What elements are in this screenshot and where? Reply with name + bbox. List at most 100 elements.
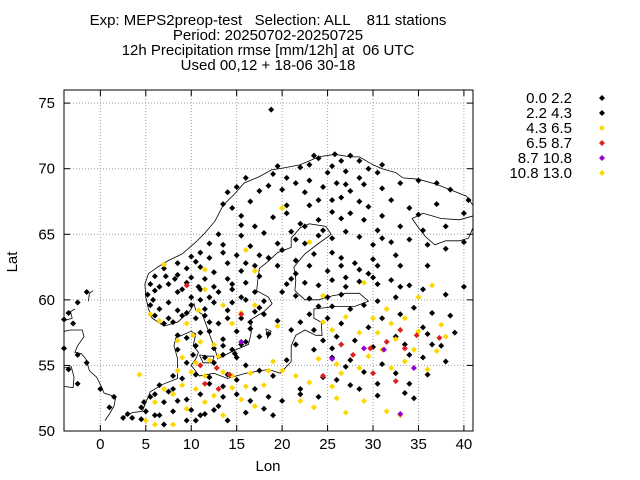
station-marker-2: [210, 392, 217, 399]
station-marker-3: [350, 351, 357, 358]
legend-marker: [599, 170, 605, 176]
station-marker-0: [279, 186, 286, 193]
station-marker-0: [306, 311, 313, 318]
y-tick-label: 70: [38, 161, 55, 178]
station-marker-1: [233, 354, 240, 361]
station-marker-0: [370, 256, 377, 263]
station-marker-0: [329, 208, 336, 215]
station-marker-0: [138, 416, 145, 423]
station-marker-0: [224, 275, 231, 282]
station-marker-1: [179, 286, 186, 293]
station-marker-2: [401, 315, 408, 322]
station-marker-0: [156, 382, 163, 389]
station-marker-4: [329, 355, 336, 362]
station-marker-1: [374, 380, 381, 387]
station-marker-1: [365, 270, 372, 277]
station-marker-0: [147, 393, 154, 400]
station-marker-1: [165, 315, 172, 322]
station-marker-4: [397, 410, 404, 417]
legend-marker: [599, 95, 605, 101]
station-marker-3: [413, 332, 420, 339]
station-marker-0: [329, 197, 336, 204]
station-marker-2: [356, 365, 363, 372]
station-marker-0: [374, 262, 381, 269]
station-marker-3: [215, 386, 222, 393]
station-marker-0: [374, 169, 381, 176]
x-tick-label: 40: [456, 436, 473, 453]
station-marker-0: [315, 232, 322, 239]
station-marker-1: [238, 232, 245, 239]
station-marker-2: [136, 371, 143, 378]
station-marker-0: [210, 269, 217, 276]
station-marker-2: [220, 302, 227, 309]
station-marker-0: [388, 239, 395, 246]
station-marker-2: [260, 382, 267, 389]
station-marker-1: [256, 333, 263, 340]
station-marker-0: [283, 210, 290, 217]
station-marker-1: [270, 412, 277, 419]
station-marker-0: [379, 185, 386, 192]
station-marker-0: [347, 210, 354, 217]
station-marker-1: [183, 396, 190, 403]
station-marker-2: [320, 292, 327, 299]
station-marker-1: [338, 215, 345, 222]
station-marker-2: [270, 358, 277, 365]
station-marker-0: [165, 299, 172, 306]
station-marker-1: [188, 407, 195, 414]
station-marker-0: [292, 341, 299, 348]
station-marker-0: [315, 282, 322, 289]
station-marker-1: [329, 345, 336, 352]
station-marker-0: [210, 299, 217, 306]
legend-label: 4.3 6.5: [526, 120, 572, 137]
station-marker-2: [151, 399, 158, 406]
station-marker-1: [215, 288, 222, 295]
station-marker-1: [179, 375, 186, 382]
station-marker-1: [410, 395, 417, 402]
x-tick-label: 20: [274, 436, 291, 453]
station-marker-2: [183, 320, 190, 327]
station-marker-0: [374, 298, 381, 305]
station-marker-1: [160, 399, 167, 406]
station-marker-0: [442, 358, 449, 365]
station-marker-0: [379, 361, 386, 368]
station-marker-0: [215, 320, 222, 327]
station-marker-0: [406, 236, 413, 243]
station-marker-2: [179, 354, 186, 361]
station-marker-0: [220, 393, 227, 400]
station-marker-0: [197, 412, 204, 419]
station-marker-1: [256, 367, 263, 374]
station-marker-3: [397, 327, 404, 334]
station-marker-2: [174, 367, 181, 374]
station-marker-2: [279, 367, 286, 374]
station-marker-2: [147, 311, 154, 318]
station-marker-1: [292, 270, 299, 277]
station-marker-0: [324, 267, 331, 274]
station-marker-0: [233, 252, 240, 259]
station-marker-0: [379, 161, 386, 168]
station-marker-0: [197, 296, 204, 303]
station-marker-0: [360, 181, 367, 188]
station-marker-0: [460, 239, 467, 246]
station-marker-0: [406, 351, 413, 358]
station-marker-1: [156, 283, 163, 290]
station-marker-2: [201, 372, 208, 379]
station-marker-2: [206, 357, 213, 364]
station-marker-0: [460, 210, 467, 217]
station-marker-0: [170, 372, 177, 379]
station-marker-2: [383, 306, 390, 313]
station-marker-0: [324, 315, 331, 322]
station-marker-1: [242, 362, 249, 369]
station-marker-1: [274, 240, 281, 247]
station-marker-1: [242, 260, 249, 267]
station-marker-0: [338, 194, 345, 201]
station-marker-0: [424, 262, 431, 269]
station-marker-1: [374, 227, 381, 234]
station-marker-2: [438, 321, 445, 328]
station-marker-0: [306, 295, 313, 302]
station-marker-1: [356, 198, 363, 205]
station-marker-0: [315, 216, 322, 223]
legend-label: 0.0 2.2: [526, 90, 572, 107]
station-marker-2: [297, 397, 304, 404]
x-tick-label: 10: [183, 436, 200, 453]
station-marker-3: [226, 371, 233, 378]
